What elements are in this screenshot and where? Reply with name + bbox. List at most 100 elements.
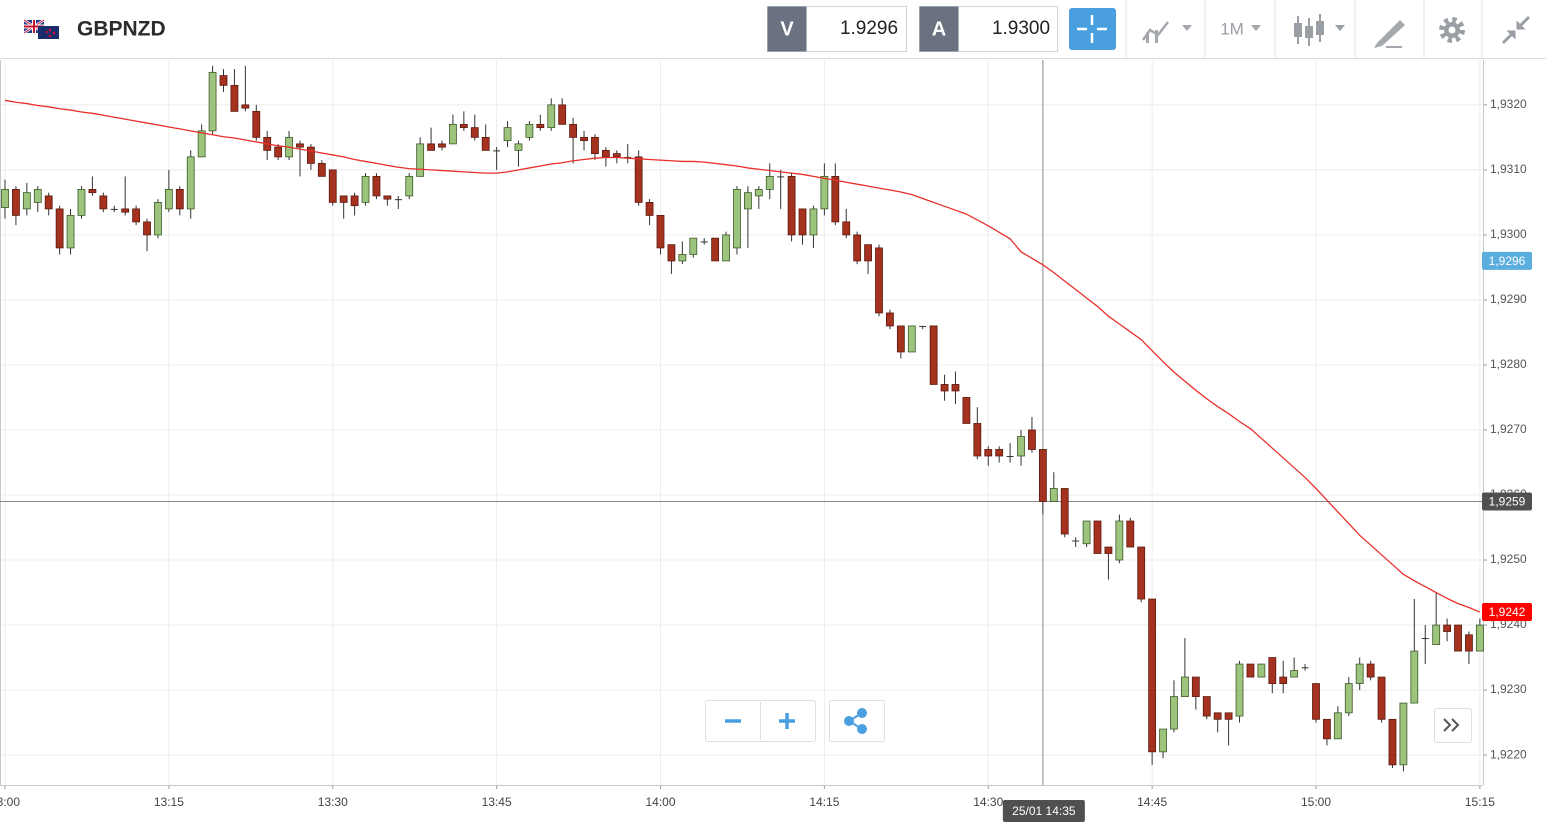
candle-body [121, 208, 130, 213]
y-tick-label: 1,9320 [1490, 97, 1527, 111]
candle-body [1410, 650, 1419, 704]
y-tick-label: 1,9250 [1490, 552, 1527, 566]
candle-body [1268, 657, 1277, 684]
y-tick-label: 1,9300 [1490, 227, 1527, 241]
crosshair-x-label: 25/01 14:35 [1012, 804, 1076, 818]
candle-body [1, 188, 9, 209]
candle-body [1421, 638, 1429, 640]
candle-body [1344, 683, 1353, 714]
candle-body [1388, 718, 1397, 766]
candle-body [689, 237, 698, 255]
candle-body [154, 201, 162, 236]
candle-body [1072, 540, 1080, 542]
candle-body [55, 208, 64, 249]
candle-body [77, 188, 86, 216]
candle-body [405, 175, 414, 197]
candle-body [765, 175, 774, 190]
candle-body [864, 244, 872, 262]
candle-body [1060, 488, 1069, 535]
candle-body [1257, 663, 1266, 678]
candle-body [886, 312, 894, 327]
candle-body [656, 215, 665, 249]
x-tick-label: 14:00 [645, 795, 675, 809]
candle-body [230, 84, 239, 112]
candle-body [798, 208, 807, 236]
zoom-controls [705, 700, 885, 742]
timeframe-button[interactable]: 1M [1220, 19, 1261, 38]
candle-body [427, 143, 435, 151]
ask-tag [919, 6, 959, 52]
candle-body [361, 175, 370, 203]
x-tick-label: 14:30 [973, 795, 1003, 809]
candle-body [951, 384, 960, 392]
candle-body [306, 146, 315, 164]
candle-body [459, 123, 468, 129]
price-marker [1482, 251, 1532, 270]
candle-body [219, 75, 228, 86]
candle-body [984, 449, 993, 457]
candle-body [1475, 624, 1484, 652]
timeframe: 1M [1220, 19, 1244, 38]
draw-tools-button[interactable] [1374, 20, 1405, 48]
candle-body [438, 143, 446, 148]
candle-body [962, 397, 971, 424]
y-tick-label: 1,9280 [1490, 357, 1527, 371]
candle-body [1115, 520, 1124, 561]
candle-type-button[interactable] [1294, 14, 1345, 46]
candle-body [1104, 546, 1113, 554]
candle-body [1082, 520, 1091, 545]
candle-body [634, 156, 643, 203]
candle-body [296, 143, 304, 148]
share-button[interactable] [829, 700, 885, 742]
y-tick-label: 1,9230 [1490, 682, 1527, 696]
candle-body [1323, 718, 1331, 740]
candle-body [110, 208, 118, 210]
candle-body [481, 136, 490, 151]
flag-icon [23, 18, 59, 39]
y-tick-label: 1,9270 [1490, 422, 1527, 436]
crosshair-button[interactable] [1069, 8, 1116, 50]
candle-body [1017, 436, 1025, 457]
candle-body [645, 201, 654, 216]
candle-body [493, 150, 501, 152]
candle-body [536, 123, 545, 129]
candle-body [1126, 520, 1135, 548]
y-tick-label: 1,9310 [1490, 162, 1527, 176]
candle-body [1093, 520, 1102, 554]
settings-button[interactable] [1439, 17, 1465, 43]
candle-body [328, 169, 337, 203]
candle-body [547, 104, 556, 129]
candle-body [612, 153, 621, 158]
chart-style-button[interactable] [1141, 21, 1192, 43]
toolbar-separators [1125, 0, 1483, 58]
candle-body [12, 188, 20, 216]
candle-body [853, 234, 862, 262]
candle-body [1202, 696, 1211, 717]
y-tick-label: 1,9220 [1490, 747, 1527, 761]
candle-body [940, 384, 949, 392]
candle-body [449, 123, 457, 145]
candle-body [624, 156, 632, 158]
bid-tag [767, 6, 807, 52]
candle-body [1355, 663, 1364, 684]
toolbar: GBPNZD V 1.9296 A 1.9300 1M [0, 0, 1546, 59]
candle-body [1235, 663, 1244, 717]
candle-body [525, 123, 534, 138]
candle-body [383, 195, 392, 200]
candle-body [1279, 676, 1288, 684]
candle-body [339, 195, 348, 203]
collapse-button[interactable] [1501, 15, 1531, 45]
price-marker-label: 1,9296 [1489, 254, 1526, 268]
candle-body [875, 247, 883, 314]
candle-body [580, 136, 588, 142]
share-icon [844, 708, 867, 734]
candle-body [470, 127, 479, 138]
candle-body [1006, 455, 1014, 457]
candle-body [601, 149, 610, 158]
x-tick-label: 15:00 [1301, 795, 1331, 809]
candle-body [919, 325, 927, 327]
candle-body [558, 104, 567, 125]
x-tick-label: 13:45 [482, 795, 512, 809]
scroll-to-end-button[interactable] [1434, 708, 1472, 743]
